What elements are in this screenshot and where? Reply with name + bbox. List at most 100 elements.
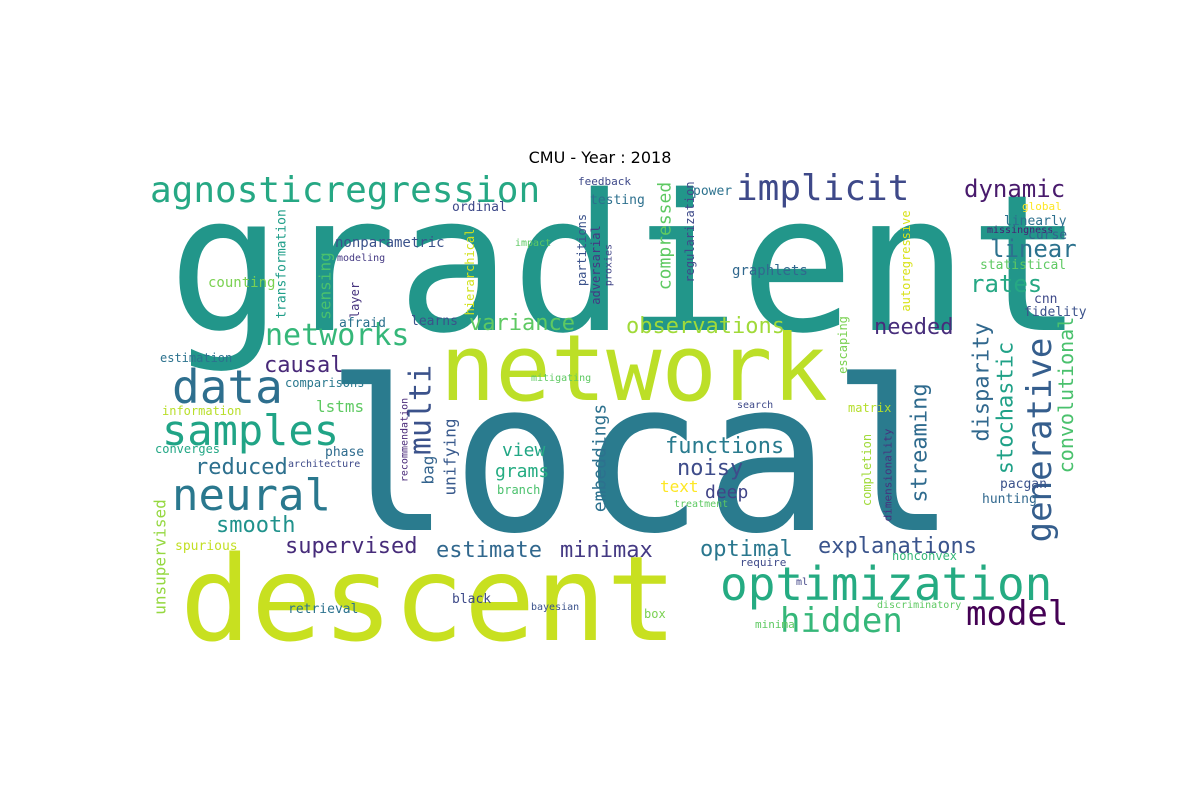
word-gradient: gradient	[168, 154, 1083, 375]
word-stochastic: stochastic	[994, 342, 1019, 474]
word-functions: functions	[665, 434, 784, 459]
word-testing: testing	[590, 193, 645, 208]
word-transformation: transformation	[275, 209, 290, 319]
word-network: network	[440, 315, 828, 422]
word-modeling: modeling	[337, 253, 385, 264]
page-title: CMU - Year : 2018	[528, 148, 672, 167]
word-pacgan: pacgan	[1000, 477, 1047, 492]
word-local: local	[325, 335, 957, 580]
word-search: search	[737, 400, 773, 411]
word-lstms: lstms	[316, 397, 364, 416]
word-information: information	[162, 404, 241, 418]
word-unifying: unifying	[441, 418, 460, 495]
word-comparisons: comparisons	[285, 376, 364, 390]
word-variance: variance	[469, 311, 575, 336]
word-partitions: partitions	[575, 214, 589, 286]
word-matrix: matrix	[848, 401, 891, 415]
word-supervised: supervised	[285, 534, 417, 559]
word-nonparametric: nonparametric	[335, 235, 445, 251]
word-linearly: linearly	[1004, 214, 1067, 229]
word-implicit: implicit	[736, 168, 909, 209]
word-descent: descent	[180, 530, 677, 668]
word-minimax: minimax	[560, 538, 653, 563]
word-unsupervised: unsupervised	[151, 499, 170, 615]
word-black: black	[452, 592, 491, 607]
word-recommendation: recommendation	[400, 398, 411, 482]
word-observations: observations	[626, 314, 785, 339]
word-streaming: streaming	[908, 383, 933, 502]
word-retrieval: retrieval	[288, 602, 358, 617]
word-statistical: statistical	[980, 258, 1066, 273]
word-layer: layer	[348, 282, 362, 318]
word-optimization: optimization	[720, 557, 1052, 611]
word-linear: linear	[990, 235, 1077, 263]
word-proxies: proxies	[604, 244, 615, 286]
word-ordinal: ordinal	[452, 200, 507, 215]
word-bayesian: bayesian	[531, 602, 579, 613]
word-phase: phase	[325, 445, 364, 460]
word-explanations: explanations	[818, 534, 977, 559]
word-rates: rates	[970, 270, 1042, 298]
word-samples: samples	[162, 406, 339, 455]
word-cnn: cnn	[1034, 292, 1057, 307]
word-generative: generative	[1020, 338, 1060, 543]
word-fidelity: fidelity	[1024, 305, 1087, 320]
word-treatment: treatment	[674, 499, 728, 510]
word-neural: neural	[172, 470, 331, 521]
word-compressed: compressed	[655, 182, 676, 290]
word-reduced: reduced	[195, 455, 288, 480]
word-optimal: optimal	[700, 537, 793, 562]
word-dimensionality: dimensionality	[882, 428, 895, 521]
word-converges: converges	[155, 442, 220, 456]
word-escaping: escaping	[836, 316, 850, 374]
word-branch: branch	[497, 483, 540, 497]
word-autoregressive: autoregressive	[899, 210, 913, 311]
word-discriminatory: discriminatory	[877, 600, 961, 611]
word-networks: networks	[265, 318, 410, 353]
word-estimation: estimation	[160, 351, 232, 365]
word-text: text	[660, 477, 699, 496]
word-graphlets: graphlets	[732, 263, 808, 279]
word-power: power	[693, 184, 732, 199]
word-model: model	[966, 594, 1068, 634]
word-dynamic: dynamic	[964, 175, 1065, 203]
word-counting: counting	[208, 275, 275, 291]
word-agnosticregression: agnosticregression	[150, 170, 540, 211]
word-convolutional: convolutional	[1054, 317, 1078, 474]
word-data: data	[172, 360, 283, 414]
word-adversarial: adversarial	[589, 225, 603, 304]
word-embeddings: embeddings	[590, 404, 611, 512]
word-feedback: feedback	[578, 175, 631, 188]
word-grams: grams	[495, 461, 549, 482]
word-global: global	[1022, 200, 1062, 213]
word-nonconvex: nonconvex	[892, 549, 957, 563]
word-require: require	[740, 556, 786, 569]
word-deep: deep	[705, 482, 748, 503]
word-hunting: hunting	[982, 492, 1037, 507]
word-causal: causal	[264, 353, 343, 378]
word-multi: multi	[404, 365, 439, 455]
word-learns: learns	[411, 314, 458, 329]
word-curse: curse	[1028, 228, 1067, 243]
word-noisy: noisy	[677, 456, 743, 481]
word-sensing: sensing	[316, 252, 335, 319]
word-regularization: regularization	[683, 181, 697, 282]
word-architecture: architecture	[288, 459, 360, 470]
word-smooth: smooth	[216, 513, 295, 538]
word-ml: ml	[796, 577, 808, 588]
word-estimate: estimate	[436, 538, 542, 563]
word-view: view	[502, 440, 546, 461]
word-disparity: disparity	[970, 322, 995, 441]
word-completion: completion	[860, 434, 874, 506]
word-needed: needed	[874, 315, 953, 340]
word-spurious: spurious	[175, 539, 238, 554]
word-impact: impact	[515, 238, 551, 249]
word-minima: minima	[755, 618, 795, 631]
word-bag: bag	[419, 456, 438, 485]
word-box: box	[644, 607, 666, 621]
word-missingness: missingness	[987, 225, 1053, 236]
word-hidden: hidden	[780, 601, 903, 641]
word-hierarchical: hierarchical	[463, 229, 477, 316]
word-mitigating: mitigating	[531, 373, 591, 384]
